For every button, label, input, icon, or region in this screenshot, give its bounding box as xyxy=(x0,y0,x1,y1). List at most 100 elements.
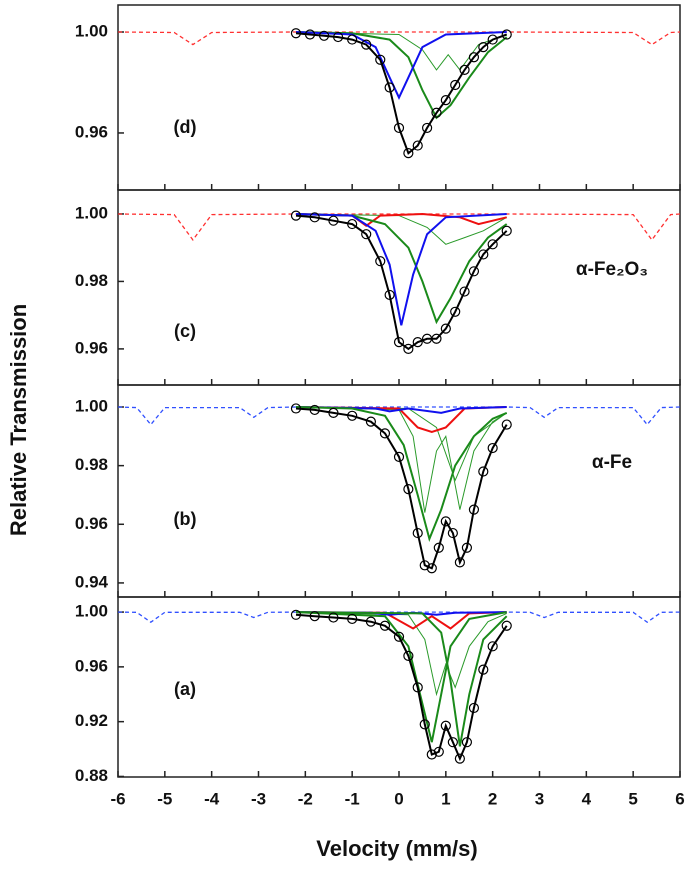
data-point xyxy=(422,122,433,134)
data-point xyxy=(454,557,465,568)
fit-line xyxy=(295,611,507,697)
data-point xyxy=(431,107,442,118)
x-tick-label: 6 xyxy=(675,789,684,808)
data-point xyxy=(450,79,461,91)
reference-line xyxy=(117,611,681,623)
y-tick-label: 1.00 xyxy=(75,396,108,415)
y-tick-label: 1.00 xyxy=(75,203,108,222)
fit-line xyxy=(295,406,507,513)
fit-line xyxy=(295,406,508,543)
data-point xyxy=(487,34,498,45)
fit-line xyxy=(295,213,507,326)
fit-line xyxy=(295,611,508,747)
y-tick-label: 0.96 xyxy=(75,338,108,357)
fit-line xyxy=(295,32,508,155)
x-tick-label: 3 xyxy=(535,789,544,808)
data-point xyxy=(501,225,512,236)
panel-label: (d) xyxy=(174,117,197,137)
fit-line xyxy=(295,406,507,433)
x-axis-label: Velocity (mm/s) xyxy=(316,836,477,861)
y-tick-label: 0.96 xyxy=(75,514,108,533)
x-tick-label: 0 xyxy=(394,789,403,808)
data-point xyxy=(459,286,470,297)
data-point xyxy=(450,306,461,317)
y-tick-label: 1.00 xyxy=(75,602,108,621)
y-tick-label: 0.96 xyxy=(75,122,108,141)
data-point xyxy=(478,466,489,477)
x-tick-label: 4 xyxy=(582,789,592,808)
x-tick-label: -3 xyxy=(251,789,266,808)
data-point xyxy=(478,42,489,53)
data-point xyxy=(361,39,372,50)
phase-annotation: α-Fe xyxy=(592,452,632,473)
y-tick-label: 0.92 xyxy=(75,711,108,730)
data-point xyxy=(393,451,405,462)
fit-line xyxy=(295,611,507,743)
data-point xyxy=(361,229,372,240)
data-point xyxy=(487,442,498,454)
data-point xyxy=(393,631,405,642)
y-tick-label: 1.00 xyxy=(75,21,108,40)
reference-line xyxy=(117,31,681,46)
panel-frame xyxy=(117,596,681,778)
data-point xyxy=(440,95,451,106)
phase-annotation: α-Fe₂O₃ xyxy=(576,259,648,280)
data-point xyxy=(468,266,480,277)
data-point xyxy=(487,239,498,250)
x-tick-label: 2 xyxy=(488,789,497,808)
y-tick-label: 0.98 xyxy=(75,271,108,290)
fit-line xyxy=(295,214,508,351)
fit-line xyxy=(295,406,507,414)
data-point xyxy=(459,64,470,75)
data-point xyxy=(447,527,458,539)
data-point xyxy=(454,753,465,764)
x-tick-label: 5 xyxy=(628,789,637,808)
y-tick-label: 0.96 xyxy=(75,656,108,675)
y-tick-label: 0.98 xyxy=(75,455,108,474)
y-axis-label: Relative Transmission xyxy=(6,304,31,536)
panel-label: (a) xyxy=(174,679,196,699)
data-point xyxy=(379,620,391,631)
fit-line xyxy=(295,31,507,100)
data-point xyxy=(375,256,386,267)
data-point xyxy=(375,54,386,65)
fit-line xyxy=(295,406,507,482)
data-point xyxy=(412,337,423,348)
data-point xyxy=(426,563,437,574)
data-point xyxy=(440,323,451,334)
reference-line xyxy=(117,406,681,426)
data-point xyxy=(433,746,444,757)
y-tick-label: 0.94 xyxy=(75,572,109,591)
x-tick-label: -6 xyxy=(110,789,125,808)
panel-frame xyxy=(117,189,681,386)
x-tick-label: 1 xyxy=(441,789,450,808)
data-point xyxy=(379,428,391,439)
x-tick-label: -1 xyxy=(345,789,360,808)
data-point xyxy=(440,720,451,731)
data-point xyxy=(478,664,489,675)
fit-line xyxy=(295,407,508,570)
data-point xyxy=(433,542,444,553)
fit-line xyxy=(295,213,508,325)
panel-frame xyxy=(117,384,681,598)
data-point xyxy=(478,249,489,260)
panel-label: (b) xyxy=(174,509,197,529)
data-point xyxy=(501,419,512,430)
data-point xyxy=(365,416,376,427)
data-point xyxy=(403,148,414,159)
data-point xyxy=(393,122,405,134)
data-point xyxy=(468,52,480,63)
reference-line xyxy=(117,213,681,241)
fit-line xyxy=(295,613,508,762)
data-point xyxy=(447,737,458,748)
x-tick-label: -4 xyxy=(204,789,220,808)
panel-label: (c) xyxy=(174,321,196,341)
data-point xyxy=(440,516,451,527)
y-tick-label: 0.88 xyxy=(75,766,108,785)
fit-line xyxy=(295,31,507,71)
data-point xyxy=(487,641,498,652)
data-point xyxy=(412,140,423,151)
data-point xyxy=(403,343,414,355)
fit-line xyxy=(295,31,508,120)
data-point xyxy=(501,620,512,631)
